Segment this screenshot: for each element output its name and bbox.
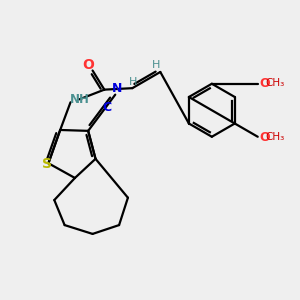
Text: N: N	[112, 82, 122, 95]
Text: NH: NH	[69, 93, 89, 106]
Text: O: O	[82, 58, 94, 72]
Text: CH₃: CH₃	[266, 78, 285, 88]
Text: S: S	[42, 157, 52, 171]
Text: O: O	[259, 131, 269, 144]
Text: C: C	[102, 101, 111, 114]
Text: H: H	[152, 60, 160, 70]
Text: H: H	[129, 77, 137, 87]
Text: O: O	[259, 77, 269, 90]
Text: CH₃: CH₃	[266, 132, 285, 142]
